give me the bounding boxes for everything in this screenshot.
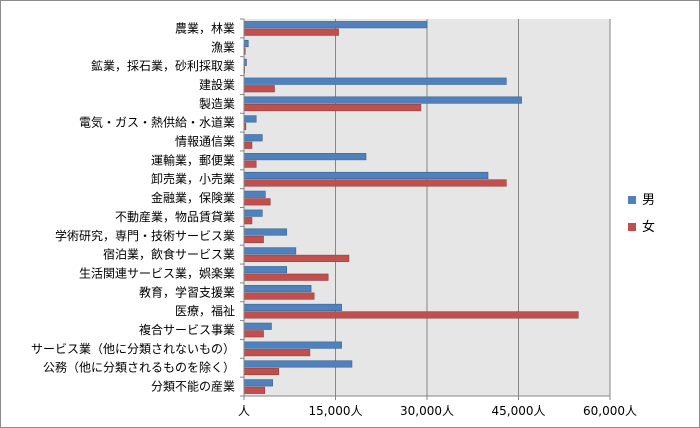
bar-male (243, 341, 342, 349)
category-label: 複合サービス事業 (139, 322, 235, 337)
legend-swatch (628, 196, 636, 204)
category-label: 生活関連サービス業，娯楽業 (79, 266, 235, 280)
bar-female (243, 311, 579, 319)
bar-female (243, 235, 264, 244)
bar-female (243, 160, 257, 168)
bar-male (243, 285, 312, 293)
category-label: 運輸業，郵便業 (151, 152, 235, 167)
category-label: 医療，福祉 (175, 303, 235, 318)
category-label: 農業，林業 (175, 21, 235, 35)
category-label: 分類不能の産業 (151, 379, 235, 394)
bar-male (243, 266, 288, 274)
category-label: 卸売業，小売業 (151, 171, 235, 186)
bar-female (243, 386, 266, 394)
bar-male (243, 303, 342, 311)
category-label: 不動産業，物品賃貸業 (115, 209, 235, 224)
bar-male (243, 21, 428, 29)
category-label: 学術研究，専門・技術サービス業 (55, 228, 235, 243)
bar-male (243, 247, 297, 255)
category-label: 公務（他に分類されるものを除く） (43, 360, 235, 375)
bar-male (243, 379, 273, 387)
legend: 男女 (628, 193, 655, 235)
bar-female (243, 367, 280, 376)
x-tick-label: 人 (238, 404, 250, 418)
bar-male (243, 322, 272, 330)
bar-female (243, 273, 329, 281)
bar-male (243, 115, 257, 123)
x-tick-label: 15,000人 (309, 404, 363, 418)
bar-female (243, 330, 264, 338)
bar-male (243, 134, 263, 142)
bar-male (243, 171, 489, 180)
bar-female (243, 141, 253, 149)
bar-female (243, 198, 271, 206)
bar-male (243, 39, 249, 48)
bar-female (243, 28, 339, 36)
legend-label: 女 (642, 219, 655, 235)
category-label: 教育，学習支援業 (139, 284, 235, 299)
x-tick-label: 30,000人 (400, 404, 454, 418)
category-label: 建設業 (199, 77, 235, 92)
bar-male (243, 77, 507, 85)
legend-swatch (628, 223, 636, 231)
legend-label: 男 (642, 193, 655, 208)
bar-male (243, 228, 288, 236)
bar-female (243, 85, 275, 93)
category-label: 情報通信業 (175, 135, 235, 149)
bar-male (243, 209, 263, 217)
category-label: サービス業（他に分類されないもの） (31, 342, 235, 356)
x-axis-ticks: 人 15,000人 30,000人 45,000人 60,000人 (238, 396, 637, 418)
bar-female (243, 179, 507, 187)
bar-male (243, 360, 353, 368)
category-label: 鉱業，採石業，砂利採取業 (91, 58, 235, 73)
bar-male (243, 153, 367, 161)
category-label: 金融業，保険業 (151, 190, 235, 205)
bar-female (243, 217, 253, 225)
category-label: 漁業 (211, 40, 235, 54)
category-label: 宿泊業，飲食サービス業 (103, 247, 235, 262)
bar-female (243, 254, 350, 262)
category-labels: 農業，林業漁業鉱業，採石業，砂利採取業建設業製造業電気・ガス・熱供給・水道業情報… (31, 18, 244, 397)
bar-female (243, 292, 315, 300)
bars-group (243, 21, 579, 394)
x-tick-label: 45,000人 (492, 404, 546, 418)
category-label: 製造業 (199, 97, 235, 111)
x-tick-label: 60,000人 (583, 404, 637, 418)
bar-male (243, 96, 522, 104)
bar-female (243, 349, 311, 357)
bar-male (243, 190, 266, 198)
bar-female (243, 104, 422, 112)
category-label: 電気・ガス・熱供給・水道業 (79, 115, 235, 130)
